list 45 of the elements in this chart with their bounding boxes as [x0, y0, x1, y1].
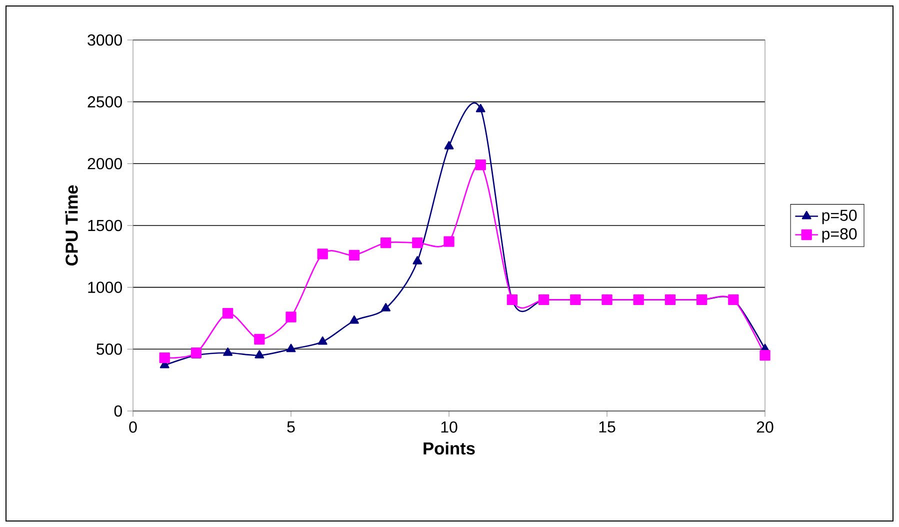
point — [254, 334, 265, 345]
x-tick-label: 0 — [129, 421, 137, 433]
point — [222, 308, 234, 319]
point — [570, 294, 581, 306]
point — [475, 160, 486, 170]
point — [317, 248, 328, 260]
y-tick-label: 3000 — [88, 34, 122, 46]
point — [444, 141, 454, 150]
point — [349, 315, 359, 324]
legend-label: p=50 — [822, 210, 857, 224]
point — [318, 336, 328, 345]
point — [159, 352, 170, 364]
y-axis-title: CPU Time — [65, 185, 78, 266]
point — [286, 344, 296, 352]
point — [286, 312, 296, 322]
point — [348, 250, 360, 261]
y-tick-label: 500 — [96, 343, 122, 355]
y-tick-label: 2500 — [88, 96, 122, 108]
point — [538, 294, 550, 306]
point — [506, 294, 518, 306]
point — [728, 294, 739, 306]
y-tick-label: 1000 — [88, 282, 122, 293]
y-tick-label: 2000 — [88, 158, 122, 170]
point — [254, 350, 264, 358]
point — [664, 294, 676, 306]
y-tick-label: 0 — [114, 405, 122, 417]
point — [412, 256, 422, 264]
x-tick-label: 15 — [599, 421, 616, 433]
x-tick-label: 5 — [287, 421, 295, 433]
point — [444, 236, 454, 247]
point — [476, 104, 486, 112]
point — [602, 294, 612, 306]
point — [412, 237, 423, 248]
legend-label: p=80 — [822, 228, 857, 243]
point — [760, 350, 770, 361]
point — [190, 348, 202, 358]
y-tick-label: 1500 — [88, 220, 122, 232]
x-axis-title: Points — [424, 442, 475, 455]
x-tick-label: 20 — [756, 421, 774, 433]
point — [223, 348, 233, 356]
point — [696, 294, 708, 306]
x-tick-label: 10 — [441, 421, 458, 433]
point — [633, 294, 644, 306]
point — [380, 237, 392, 248]
point — [381, 303, 391, 312]
